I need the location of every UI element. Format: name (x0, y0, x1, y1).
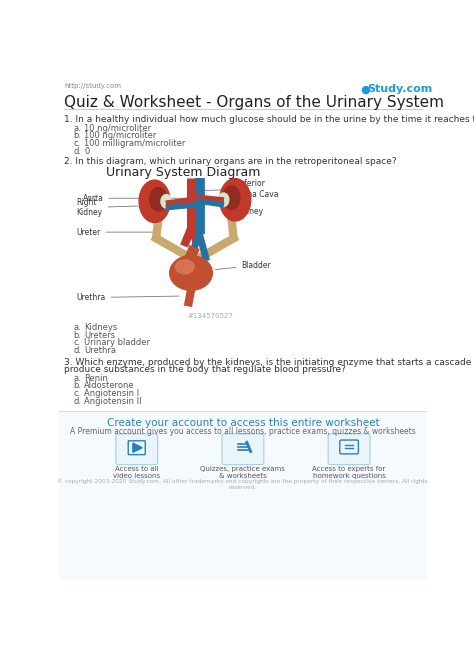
Ellipse shape (139, 180, 170, 223)
Text: 3. Which enzyme, produced by the kidneys, is the initiating enzyme that starts a: 3. Which enzyme, produced by the kidneys… (64, 359, 474, 367)
Bar (59, 411, 427, 579)
Text: A Premium account gives you access to all lessons, practice exams, quizzes & wor: A Premium account gives you access to al… (70, 427, 416, 436)
Text: b.: b. (73, 381, 81, 391)
Text: b.: b. (73, 132, 81, 140)
Text: b.: b. (73, 331, 81, 340)
Text: Access to experts for
homework questions: Access to experts for homework questions (312, 466, 386, 479)
FancyBboxPatch shape (116, 434, 158, 465)
Text: a.: a. (73, 374, 81, 383)
Text: a.: a. (73, 323, 81, 332)
Text: 10 ng/microliter: 10 ng/microliter (84, 124, 151, 133)
Text: Aldosterone: Aldosterone (84, 381, 135, 391)
Text: Aorta: Aorta (82, 194, 187, 202)
Text: d.: d. (73, 346, 81, 355)
Text: Angiotensin II: Angiotensin II (84, 397, 142, 406)
Text: 2. In this diagram, which urinary organs are in the retroperitoneal space?: 2. In this diagram, which urinary organs… (64, 158, 397, 167)
Text: Left
Kidney: Left Kidney (237, 196, 264, 215)
Text: Create your account to access this entire worksheet: Create your account to access this entir… (107, 419, 379, 428)
Text: Urethra: Urethra (84, 346, 116, 355)
Text: Angiotensin I: Angiotensin I (84, 389, 139, 398)
Text: #134570527: #134570527 (187, 313, 233, 319)
Text: Quiz & Worksheet - Organs of the Urinary System: Quiz & Worksheet - Organs of the Urinary… (64, 95, 444, 110)
Text: d.: d. (73, 146, 81, 156)
Text: 100 ng/microliter: 100 ng/microliter (84, 132, 156, 140)
Ellipse shape (150, 187, 167, 211)
Text: Urinary System Diagram: Urinary System Diagram (106, 166, 260, 179)
Text: Quizzes, practice exams
& worksheets: Quizzes, practice exams & worksheets (201, 466, 285, 479)
Text: Ureter: Ureter (76, 228, 153, 236)
Ellipse shape (218, 193, 229, 206)
Text: Urinary bladder: Urinary bladder (84, 339, 150, 348)
Text: c.: c. (73, 339, 81, 348)
Text: Renin: Renin (84, 374, 108, 383)
Ellipse shape (161, 195, 172, 208)
Text: Kidneys: Kidneys (84, 323, 117, 332)
Text: c.: c. (73, 139, 81, 148)
Text: a.: a. (73, 124, 81, 133)
Text: Right
Kidney: Right Kidney (76, 198, 138, 217)
Ellipse shape (175, 260, 194, 273)
Ellipse shape (223, 186, 240, 210)
Text: Bladder: Bladder (216, 261, 271, 270)
Ellipse shape (219, 178, 251, 221)
Text: http://study.com: http://study.com (64, 83, 121, 89)
Text: 0: 0 (84, 146, 89, 156)
Ellipse shape (170, 256, 212, 290)
Polygon shape (133, 443, 142, 452)
Text: ●: ● (360, 84, 370, 94)
FancyBboxPatch shape (328, 434, 370, 465)
FancyBboxPatch shape (222, 434, 264, 465)
Text: © copyright 2003-2020 Study.com. All other trademarks and copyrights are the pro: © copyright 2003-2020 Study.com. All oth… (57, 478, 428, 490)
Text: Access to all
video lessons: Access to all video lessons (113, 466, 160, 479)
Text: 1. In a healthy individual how much glucose should be in the urine by the time i: 1. In a healthy individual how much gluc… (64, 115, 474, 124)
Text: c.: c. (73, 389, 81, 398)
Text: produce substances in the body that regulate blood pressure?: produce substances in the body that regu… (64, 365, 346, 374)
Text: 100 milligram/microliter: 100 milligram/microliter (84, 139, 185, 148)
Text: Study.com: Study.com (367, 84, 432, 94)
Text: d.: d. (73, 397, 81, 406)
Text: Inferior
Vena Cava: Inferior Vena Cava (205, 179, 278, 199)
Text: Urethra: Urethra (76, 293, 179, 302)
Text: Ureters: Ureters (84, 331, 115, 340)
